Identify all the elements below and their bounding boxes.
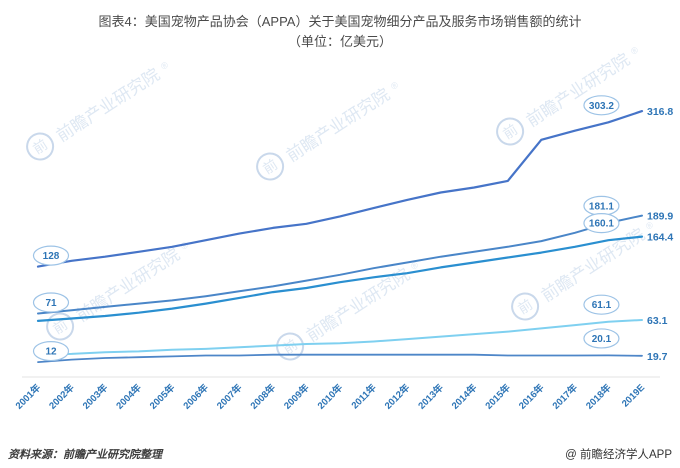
series-line2 [37,214,643,315]
x-axis-label: 2009年 [281,381,312,412]
series-line3 [36,235,644,322]
end-value-label: 189.9 [647,211,673,223]
chart-footer: 资料来源：前瞻产业研究院整理 @ 前瞻经济学人APP [0,446,680,462]
x-axis-label: 2019E [620,382,647,409]
end-value-label: 19.7 [647,351,668,363]
source-note: 资料来源：前瞻产业研究院整理 [8,449,162,461]
value-bubble [32,341,70,362]
x-axis-label: 2014年 [449,381,480,412]
x-axis-label: 2017年 [550,381,581,412]
x-axis-label: 2002年 [47,381,78,412]
x-axis-label: 2001年 [13,381,44,412]
x-axis-label: 2007年 [214,381,245,412]
value-bubble-text: 71 [45,298,57,309]
series-line5 [37,353,643,364]
series-line4 [37,319,643,356]
x-axis-label: 2004年 [114,381,145,412]
value-bubble-text: 128 [43,251,60,262]
value-bubble [583,213,620,234]
value-bubble [583,294,620,315]
value-bubble [583,95,620,116]
x-axis-label: 2006年 [181,381,212,412]
x-axis-label: 2008年 [248,381,279,412]
value-bubble [583,328,620,349]
value-bubble [32,245,70,266]
x-axis-label: 2011年 [349,381,379,411]
value-bubble-text: 181.1 [589,201,614,212]
value-bubble-text: 160.1 [589,219,614,230]
end-value-label: 63.1 [647,315,668,327]
x-axis-label: 2012年 [382,381,413,412]
x-axis-label: 2015年 [483,381,514,412]
x-axis-label: 2005年 [147,381,178,412]
series-line1 [36,109,644,268]
value-bubble-text: 303.2 [589,101,614,112]
chart-title-line2: （单位：亿美元） [287,34,392,50]
value-bubble [32,292,70,313]
x-axis-label: 2013年 [416,381,447,412]
value-bubble-text: 20.1 [592,334,612,345]
value-bubble-text: 61.1 [592,300,612,311]
chart-title: 图表4：美国宠物产品协会（APPA）关于美国宠物细分产品及服务市场销售额的统计 … [0,12,680,52]
x-axis-label: 2003年 [80,381,111,412]
x-axis-label: 2016年 [516,381,547,412]
x-axis-label: 2010年 [315,381,346,412]
end-value-label: 164.4 [647,232,673,244]
chart-title-line1: 图表4：美国宠物产品协会（APPA）关于美国宠物细分产品及服务市场销售额的统计 [98,14,582,29]
brand-credit: @ 前瞻经济学人APP [565,449,672,461]
end-value-label: 316.8 [647,106,673,118]
value-bubble-text: 12 [45,347,57,358]
x-axis-label: 2018年 [583,381,614,412]
